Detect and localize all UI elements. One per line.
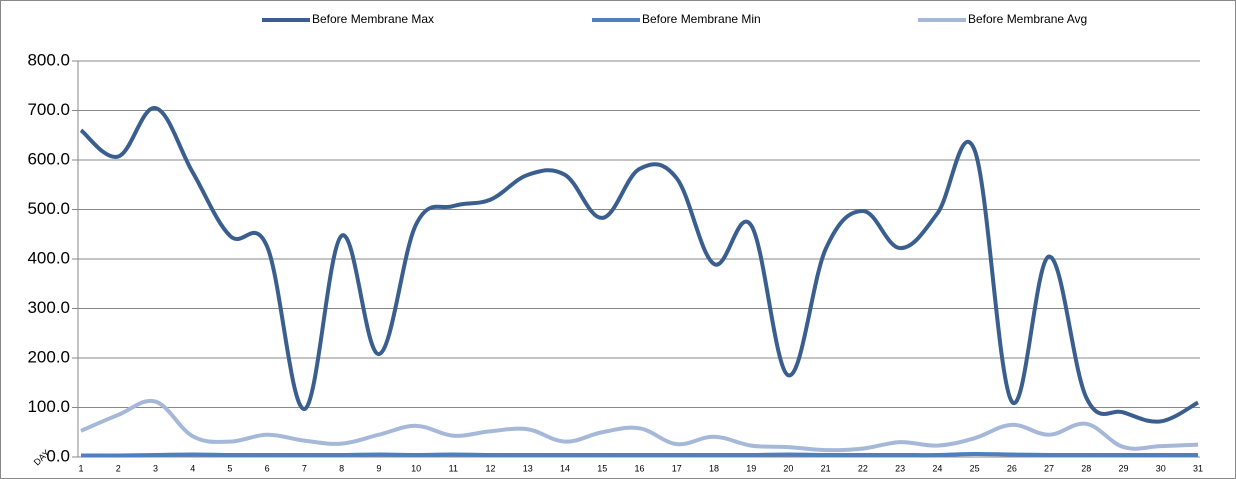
y-tick-label: 800.0 xyxy=(27,50,70,69)
line-series xyxy=(79,106,1199,424)
x-tick-label: 12 xyxy=(486,463,496,473)
x-tick-label: 19 xyxy=(746,463,756,473)
x-tick-label: 27 xyxy=(1044,463,1054,473)
x-tick-label: 9 xyxy=(376,463,381,473)
x-tick-label: 1 xyxy=(78,463,83,473)
x-tick-label: 18 xyxy=(709,463,719,473)
y-tick-label: 600.0 xyxy=(27,149,70,168)
x-tick-label: 24 xyxy=(932,463,942,473)
y-tick-label: 200.0 xyxy=(27,347,70,366)
x-tick-label: 3 xyxy=(153,463,158,473)
y-tick-label: 300.0 xyxy=(27,298,70,317)
x-tick-label: 16 xyxy=(634,463,644,473)
line-series xyxy=(80,452,1198,458)
x-tick-label: 7 xyxy=(302,463,307,473)
x-tick-label: 25 xyxy=(970,463,980,473)
x-tick-label: 23 xyxy=(895,463,905,473)
legend-label: Before Membrane Max xyxy=(312,12,434,26)
y-tick-label: 0.0 xyxy=(46,446,70,465)
x-tick-label: 26 xyxy=(1007,463,1017,473)
x-tick-label: 28 xyxy=(1081,463,1091,473)
legend-label: Before Membrane Min xyxy=(642,12,761,26)
y-tick-label: 400.0 xyxy=(27,248,70,267)
x-tick-label: 6 xyxy=(265,463,270,473)
x-tick-label: 21 xyxy=(821,463,831,473)
x-tick-label: 31 xyxy=(1193,463,1203,473)
x-tick-label: 11 xyxy=(449,463,458,473)
x-tick-label: 20 xyxy=(783,463,793,473)
y-tick-label: 700.0 xyxy=(27,100,70,119)
y-tick-label: 100.0 xyxy=(27,397,70,416)
x-tick-label: 29 xyxy=(1119,463,1129,473)
x-tick-label: 10 xyxy=(411,463,421,473)
line-series xyxy=(80,398,1199,453)
x-tick-label: 5 xyxy=(227,463,232,473)
x-tick-label: 17 xyxy=(672,463,682,473)
x-tick-label: 8 xyxy=(339,463,344,473)
x-tick-label: 2 xyxy=(116,463,121,473)
legend-label: Before Membrane Avg xyxy=(968,12,1087,26)
x-tick-label: 22 xyxy=(858,463,868,473)
y-tick-label: 500.0 xyxy=(27,199,70,218)
x-tick-label: 13 xyxy=(523,463,533,473)
x-tick-label: 14 xyxy=(560,463,570,473)
x-tick-label: 15 xyxy=(597,463,607,473)
x-tick-label: 30 xyxy=(1156,463,1166,473)
x-tick-label: 4 xyxy=(190,463,195,473)
